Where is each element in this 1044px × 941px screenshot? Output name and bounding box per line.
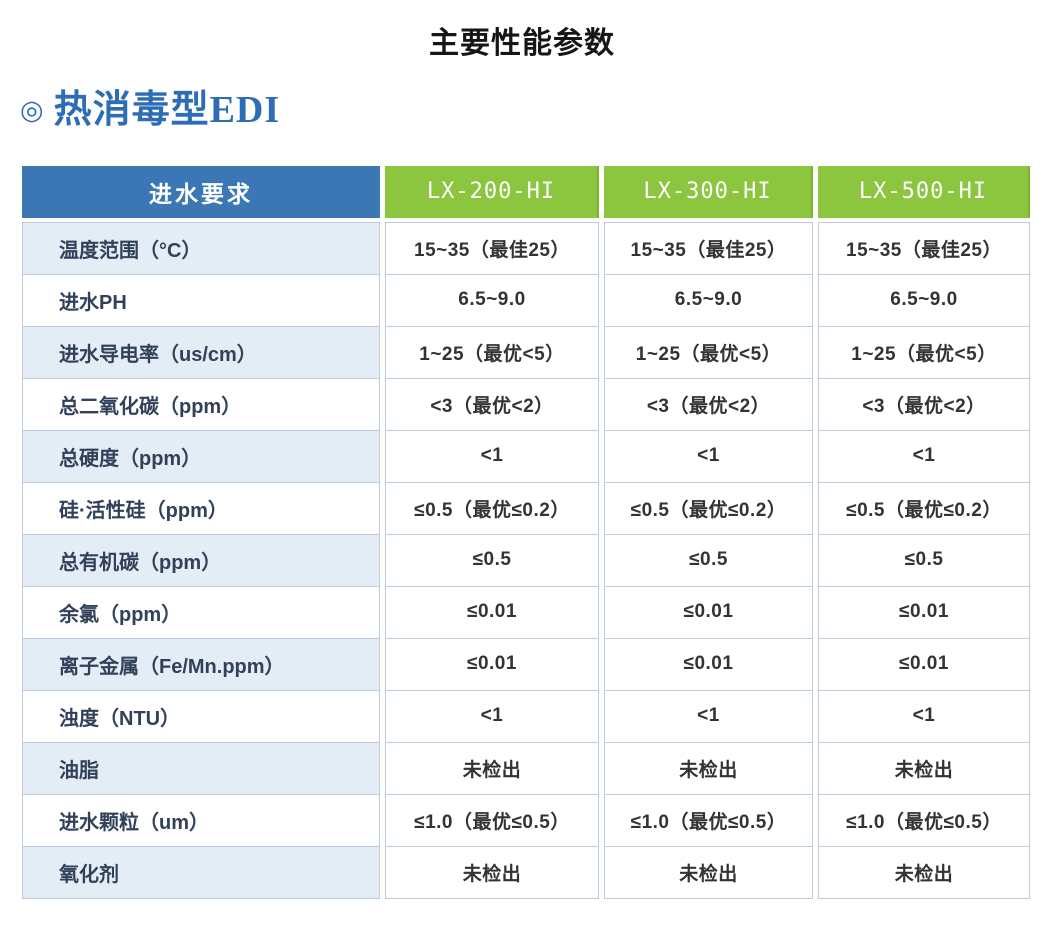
row-value: <1 <box>604 429 813 483</box>
row-value: ≤1.0（最优≤0.5） <box>385 793 599 847</box>
row-label: 进水颗粒（um） <box>22 793 380 847</box>
row-value: ≤0.5 <box>604 533 813 587</box>
table-row-oxidizer: 氧化剂 未检出 未检出 未检出 <box>22 845 1030 899</box>
row-value: 未检出 <box>604 845 813 899</box>
row-value: ≤0.01 <box>818 637 1030 691</box>
row-value: 15~35（最佳25） <box>604 221 813 275</box>
row-label: 温度范围（°C） <box>22 221 380 275</box>
header-cell-model-lx-500-hi: LX-500-HI <box>818 165 1030 218</box>
row-label: 浊度（NTU） <box>22 689 380 743</box>
table-row-temperature: 温度范围（°C） 15~35（最佳25） 15~35（最佳25） 15~35（最… <box>22 221 1030 275</box>
row-value: <1 <box>818 429 1030 483</box>
bullseye-icon: ◎ <box>20 95 44 126</box>
row-value: 1~25（最优<5） <box>818 325 1030 379</box>
row-value: 未检出 <box>385 741 599 795</box>
table-row-ionic-metals: 离子金属（Fe/Mn.ppm） ≤0.01 ≤0.01 ≤0.01 <box>22 637 1030 691</box>
page: 主要性能参数 ◎ 热消毒型EDI 进水要求 LX-200-HI LX-300-H… <box>0 18 1044 899</box>
row-label: 总硬度（ppm） <box>22 429 380 483</box>
row-value: 未检出 <box>604 741 813 795</box>
row-value: 6.5~9.0 <box>604 273 813 327</box>
section-heading: ◎ 热消毒型EDI <box>20 89 1044 132</box>
row-label: 油脂 <box>22 741 380 795</box>
row-value: 15~35（最佳25） <box>818 221 1030 275</box>
table-header-row: 进水要求 LX-200-HI LX-300-HI LX-500-HI <box>22 165 1030 218</box>
row-value: ≤0.01 <box>818 585 1030 639</box>
row-value: ≤0.01 <box>604 637 813 691</box>
row-value: ≤0.01 <box>604 585 813 639</box>
row-value: ≤0.01 <box>385 585 599 639</box>
row-value: ≤0.01 <box>385 637 599 691</box>
row-value: <1 <box>818 689 1030 743</box>
table-row-residual-chlorine: 余氯（ppm） ≤0.01 ≤0.01 ≤0.01 <box>22 585 1030 639</box>
row-label: 进水PH <box>22 273 380 327</box>
row-value: 6.5~9.0 <box>385 273 599 327</box>
row-value: ≤0.5 <box>818 533 1030 587</box>
row-value: ≤0.5 <box>385 533 599 587</box>
row-value: <3（最优<2） <box>385 377 599 431</box>
table-row-turbidity: 浊度（NTU） <1 <1 <1 <box>22 689 1030 743</box>
row-value: <1 <box>385 429 599 483</box>
row-value: ≤1.0（最优≤0.5） <box>604 793 813 847</box>
row-value: <3（最优<2） <box>604 377 813 431</box>
row-label: 离子金属（Fe/Mn.ppm） <box>22 637 380 691</box>
row-value: 1~25（最优<5） <box>604 325 813 379</box>
row-value: 15~35（最佳25） <box>385 221 599 275</box>
table-row-silica: 硅·活性硅（ppm） ≤0.5（最优≤0.2） ≤0.5（最优≤0.2） ≤0.… <box>22 481 1030 535</box>
row-value: ≤0.5（最优≤0.2） <box>385 481 599 535</box>
row-value: <1 <box>385 689 599 743</box>
row-label: 总有机碳（ppm） <box>22 533 380 587</box>
row-value: ≤0.5（最优≤0.2） <box>818 481 1030 535</box>
row-value: ≤0.5（最优≤0.2） <box>604 481 813 535</box>
performance-table: 进水要求 LX-200-HI LX-300-HI LX-500-HI 温度范围（… <box>22 165 1030 899</box>
row-label: 进水导电率（us/cm） <box>22 325 380 379</box>
table-row-ph: 进水PH 6.5~9.0 6.5~9.0 6.5~9.0 <box>22 273 1030 327</box>
header-cell-model-lx-200-hi: LX-200-HI <box>385 165 599 218</box>
table-row-particles: 进水颗粒（um） ≤1.0（最优≤0.5） ≤1.0（最优≤0.5） ≤1.0（… <box>22 793 1030 847</box>
row-label: 余氯（ppm） <box>22 585 380 639</box>
row-value: 1~25（最优<5） <box>385 325 599 379</box>
table-row-conductivity: 进水导电率（us/cm） 1~25（最优<5） 1~25（最优<5） 1~25（… <box>22 325 1030 379</box>
header-cell-model-lx-300-hi: LX-300-HI <box>604 165 813 218</box>
section-heading-text: 热消毒型EDI <box>53 89 281 131</box>
row-value: 未检出 <box>818 845 1030 899</box>
page-title: 主要性能参数 <box>429 27 615 60</box>
table-row-total-co2: 总二氧化碳（ppm） <3（最优<2） <3（最优<2） <3（最优<2） <box>22 377 1030 431</box>
row-label: 总二氧化碳（ppm） <box>22 377 380 431</box>
row-value: <1 <box>604 689 813 743</box>
row-value: 未检出 <box>818 741 1030 795</box>
row-label: 硅·活性硅（ppm） <box>22 481 380 535</box>
table-row-total-hardness: 总硬度（ppm） <1 <1 <1 <box>22 429 1030 483</box>
row-value: ≤1.0（最优≤0.5） <box>818 793 1030 847</box>
row-value: <3（最优<2） <box>818 377 1030 431</box>
row-label: 氧化剂 <box>22 845 380 899</box>
row-value: 6.5~9.0 <box>818 273 1030 327</box>
table-row-toc: 总有机碳（ppm） ≤0.5 ≤0.5 ≤0.5 <box>22 533 1030 587</box>
table-row-oil: 油脂 未检出 未检出 未检出 <box>22 741 1030 795</box>
row-value: 未检出 <box>385 845 599 899</box>
header-cell-feedwater-requirements: 进水要求 <box>22 165 380 218</box>
